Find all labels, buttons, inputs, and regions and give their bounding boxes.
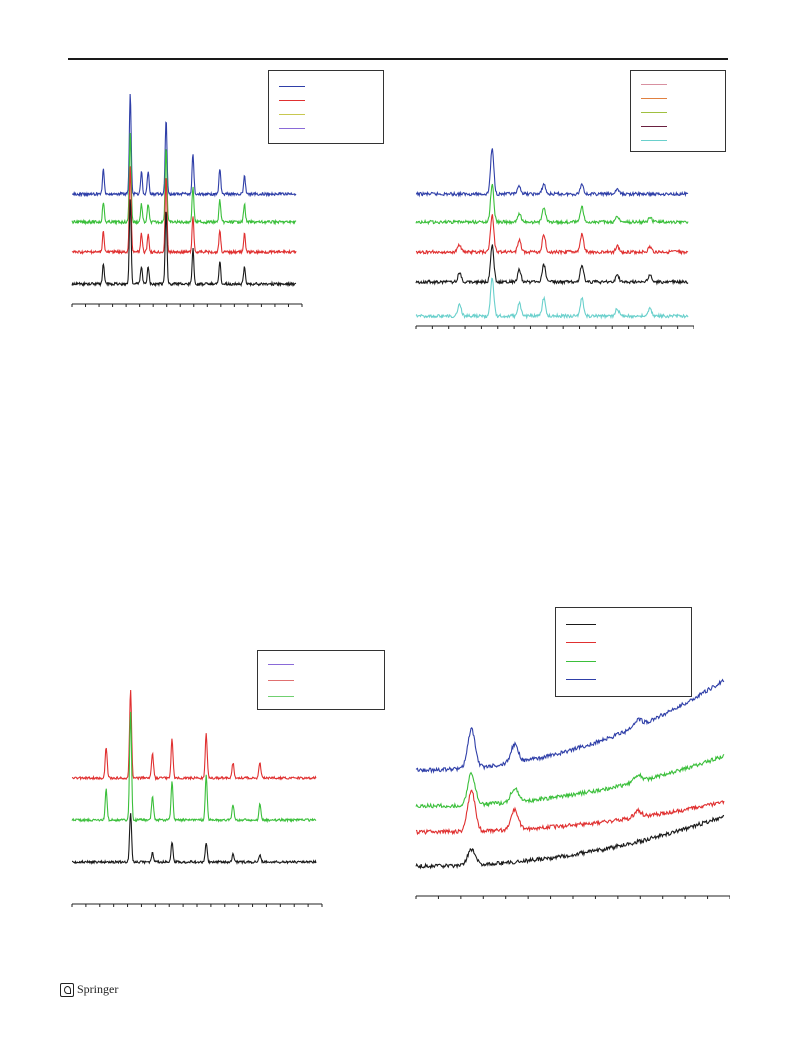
series-line	[71, 711, 317, 824]
series-line	[71, 690, 317, 782]
legend-entry-1	[279, 86, 305, 87]
legend-entry-3	[268, 696, 294, 697]
publisher-name: Springer	[77, 982, 119, 996]
page-footer: Springer	[60, 982, 118, 997]
xrd-chart-top-right	[415, 148, 694, 329]
legend-entry-3	[641, 112, 667, 113]
series-line	[415, 789, 725, 836]
legend-entry-5	[641, 140, 667, 141]
series-line	[415, 214, 689, 256]
series-line	[415, 183, 689, 226]
series-line	[71, 166, 297, 256]
legend-bottom-right	[555, 607, 692, 697]
header-rule	[68, 58, 728, 60]
springer-logo-icon	[60, 982, 74, 997]
series-line	[415, 814, 725, 870]
series-line	[71, 199, 297, 288]
xrd-chart-bottom-right	[415, 678, 730, 899]
legend-top-right	[630, 70, 726, 152]
legend-entry-3	[566, 661, 596, 662]
series-line	[415, 244, 689, 286]
series-line	[415, 678, 725, 774]
legend-entry-1	[268, 664, 294, 665]
series-line	[71, 133, 297, 226]
legend-entry-4	[641, 126, 667, 127]
legend-entry-1	[641, 84, 667, 85]
xrd-chart-bottom-left	[71, 690, 323, 907]
series-line	[415, 754, 725, 809]
legend-entry-2	[566, 642, 596, 643]
legend-entry-4	[566, 679, 596, 680]
series-line	[415, 148, 689, 198]
series-line	[415, 277, 689, 320]
legend-bottom-left	[257, 650, 385, 710]
legend-entry-2	[268, 680, 294, 681]
legend-entry-2	[279, 100, 305, 101]
xrd-chart-top-left	[71, 93, 303, 307]
legend-entry-1	[566, 624, 596, 625]
legend-entry-2	[641, 98, 667, 99]
legend-top-left	[268, 70, 384, 144]
series-line	[71, 93, 297, 198]
legend-entry-4	[279, 128, 305, 129]
series-line	[71, 813, 317, 865]
legend-entry-3	[279, 114, 305, 115]
